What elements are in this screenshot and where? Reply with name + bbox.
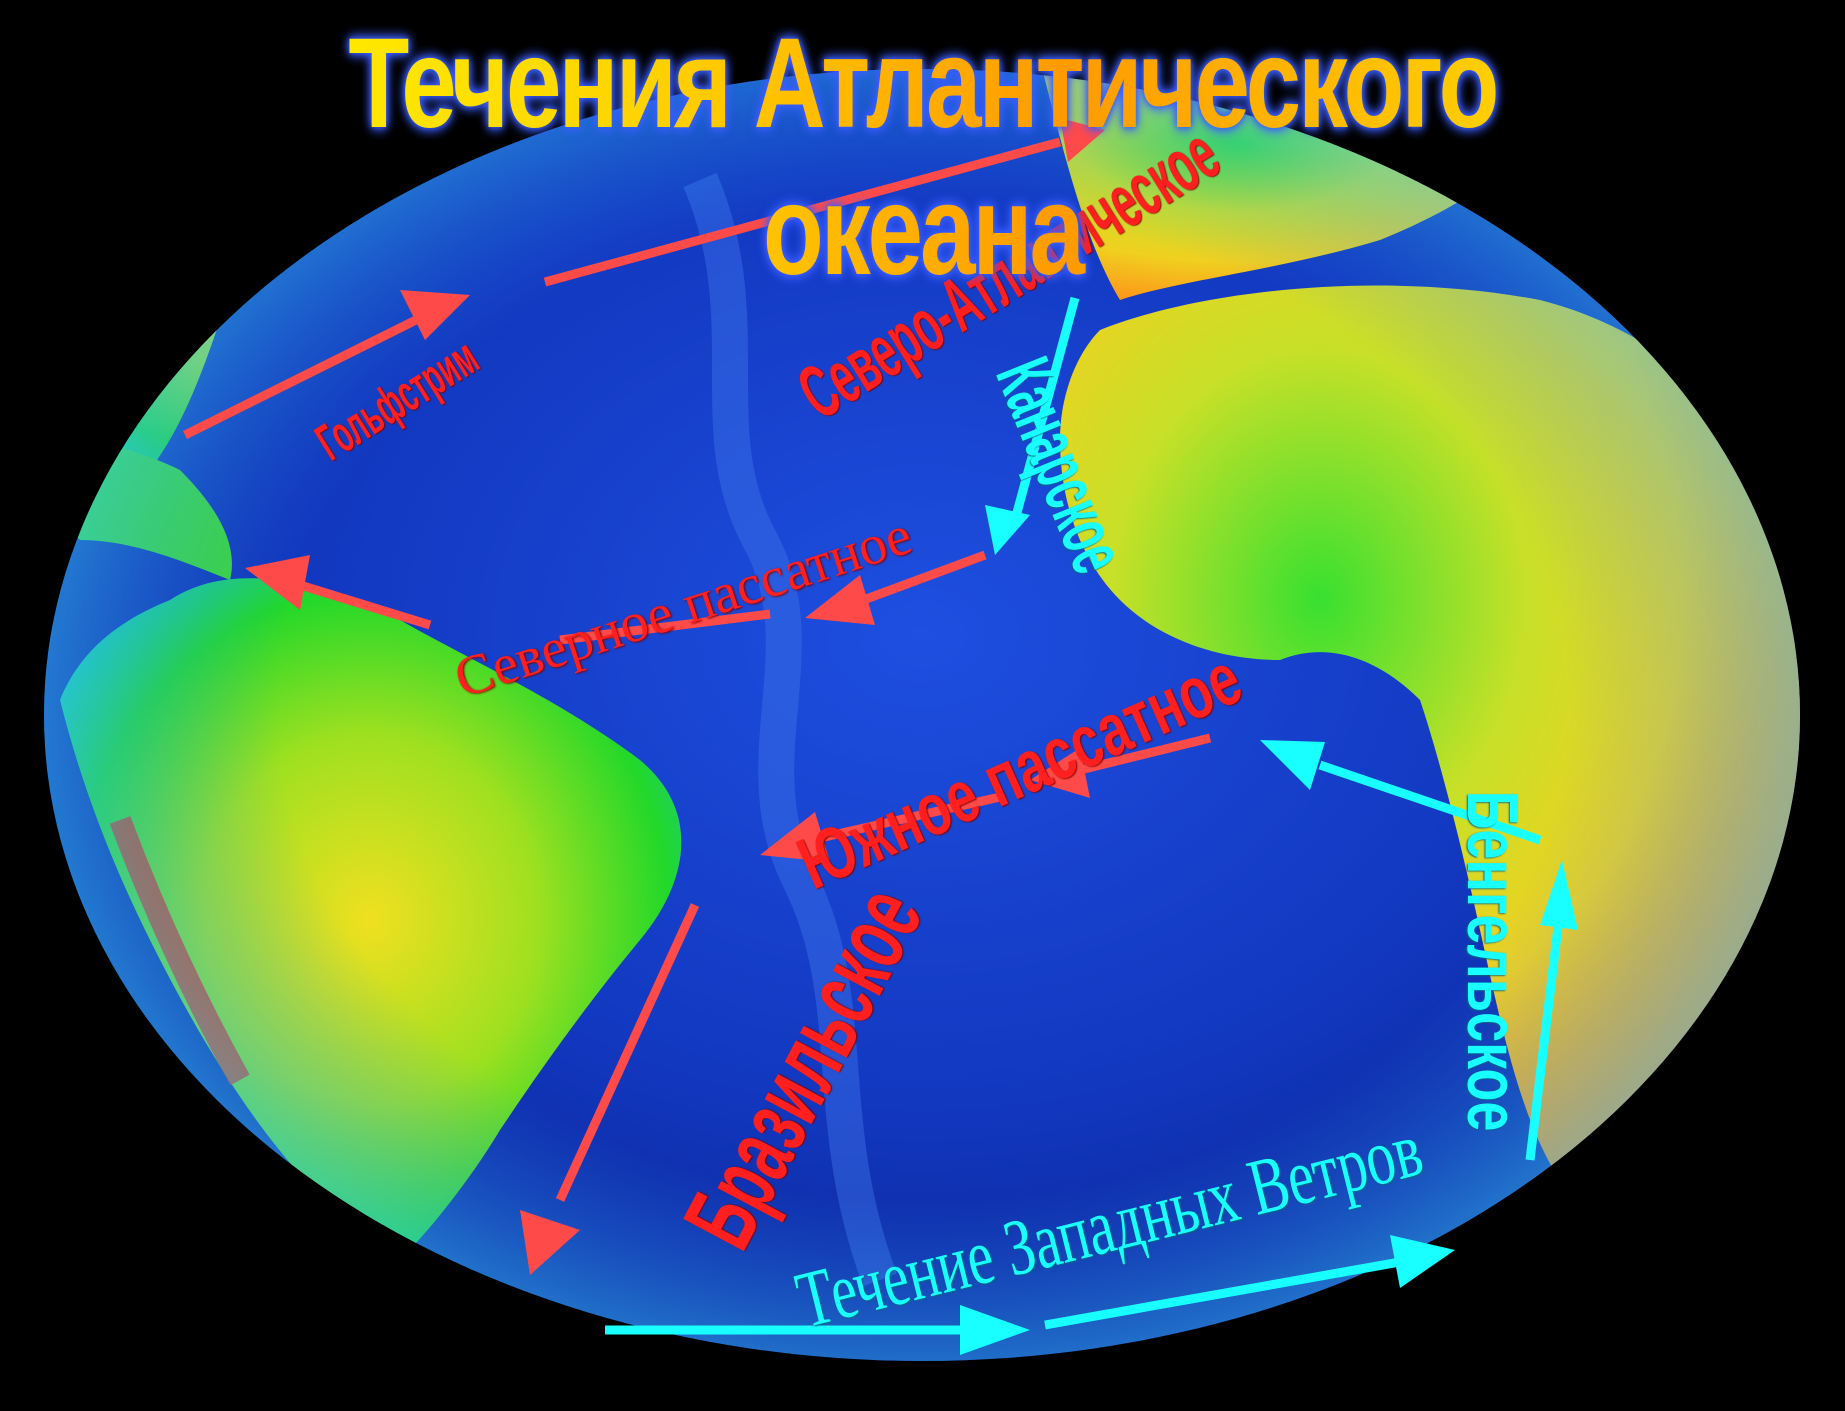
- north-atlantic-arrowhead: [1060, 118, 1105, 162]
- south-trade-arrow-2: [819, 792, 1001, 843]
- gulfstream-arrow: [182, 313, 423, 440]
- brazil-arrowhead: [520, 1210, 580, 1275]
- south-trade-arrow-1: [1078, 733, 1212, 775]
- north-trade-arrow-3: [298, 580, 432, 630]
- north-trade-arrow-1: [848, 550, 987, 610]
- north-trade-arrow-2: [559, 609, 771, 645]
- west-wind-arrow-2: [1044, 1257, 1401, 1330]
- benguela-arrow-2: [1318, 760, 1542, 845]
- label-benguela: Бенгельское: [1452, 790, 1533, 1132]
- benguela-arrow-1: [1525, 909, 1565, 1161]
- north-atlantic-arrow: [543, 137, 1062, 287]
- west-wind-arrowhead-1: [960, 1305, 1030, 1355]
- south-trade-arrowhead-2: [760, 812, 830, 862]
- gulfstream-arrowhead: [400, 290, 470, 340]
- west-wind-arrowhead-2: [1390, 1235, 1455, 1288]
- page-title: Течения Атлантического океана: [203, 10, 1642, 304]
- canary-arrow: [1010, 296, 1080, 522]
- brazil-arrow: [555, 903, 700, 1202]
- south-trade-arrowhead-1: [1030, 748, 1090, 798]
- north-trade-arrowhead-1: [805, 575, 875, 625]
- current-arrows: [182, 118, 1578, 1355]
- canary-arrowhead: [985, 505, 1030, 555]
- north-trade-arrowhead-3: [245, 555, 310, 610]
- benguela-arrowhead-2: [1260, 740, 1325, 790]
- benguela-arrowhead-1: [1540, 860, 1578, 930]
